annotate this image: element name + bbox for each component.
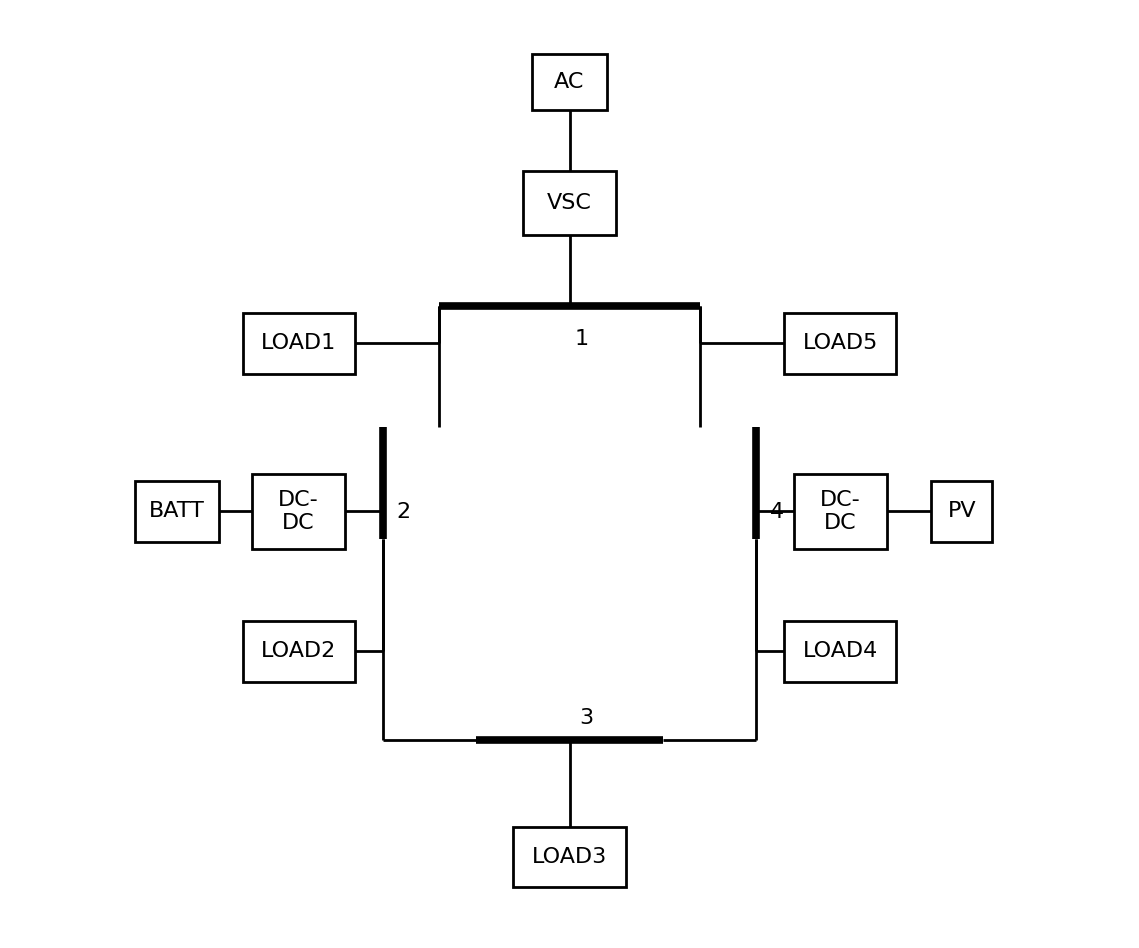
Text: VSC: VSC bbox=[547, 193, 592, 213]
FancyBboxPatch shape bbox=[785, 313, 896, 374]
Text: LOAD5: LOAD5 bbox=[803, 334, 878, 354]
FancyBboxPatch shape bbox=[243, 313, 354, 374]
Text: 3: 3 bbox=[579, 708, 593, 728]
Text: LOAD1: LOAD1 bbox=[261, 334, 336, 354]
Text: LOAD2: LOAD2 bbox=[261, 642, 336, 662]
Text: BATT: BATT bbox=[149, 501, 205, 521]
Text: DC-
DC: DC- DC bbox=[820, 490, 861, 533]
Text: 1: 1 bbox=[574, 329, 589, 349]
FancyBboxPatch shape bbox=[136, 481, 219, 541]
FancyBboxPatch shape bbox=[932, 481, 992, 541]
FancyBboxPatch shape bbox=[532, 54, 607, 110]
FancyBboxPatch shape bbox=[794, 474, 887, 549]
Text: AC: AC bbox=[555, 72, 584, 92]
Text: LOAD3: LOAD3 bbox=[532, 847, 607, 867]
Text: PV: PV bbox=[948, 501, 976, 521]
FancyBboxPatch shape bbox=[514, 827, 625, 887]
Text: LOAD4: LOAD4 bbox=[803, 642, 878, 662]
FancyBboxPatch shape bbox=[243, 621, 354, 682]
Text: 4: 4 bbox=[770, 502, 785, 522]
FancyBboxPatch shape bbox=[785, 621, 896, 682]
Text: 2: 2 bbox=[396, 502, 411, 522]
FancyBboxPatch shape bbox=[252, 474, 345, 549]
Text: DC-
DC: DC- DC bbox=[278, 490, 319, 533]
FancyBboxPatch shape bbox=[523, 172, 616, 235]
